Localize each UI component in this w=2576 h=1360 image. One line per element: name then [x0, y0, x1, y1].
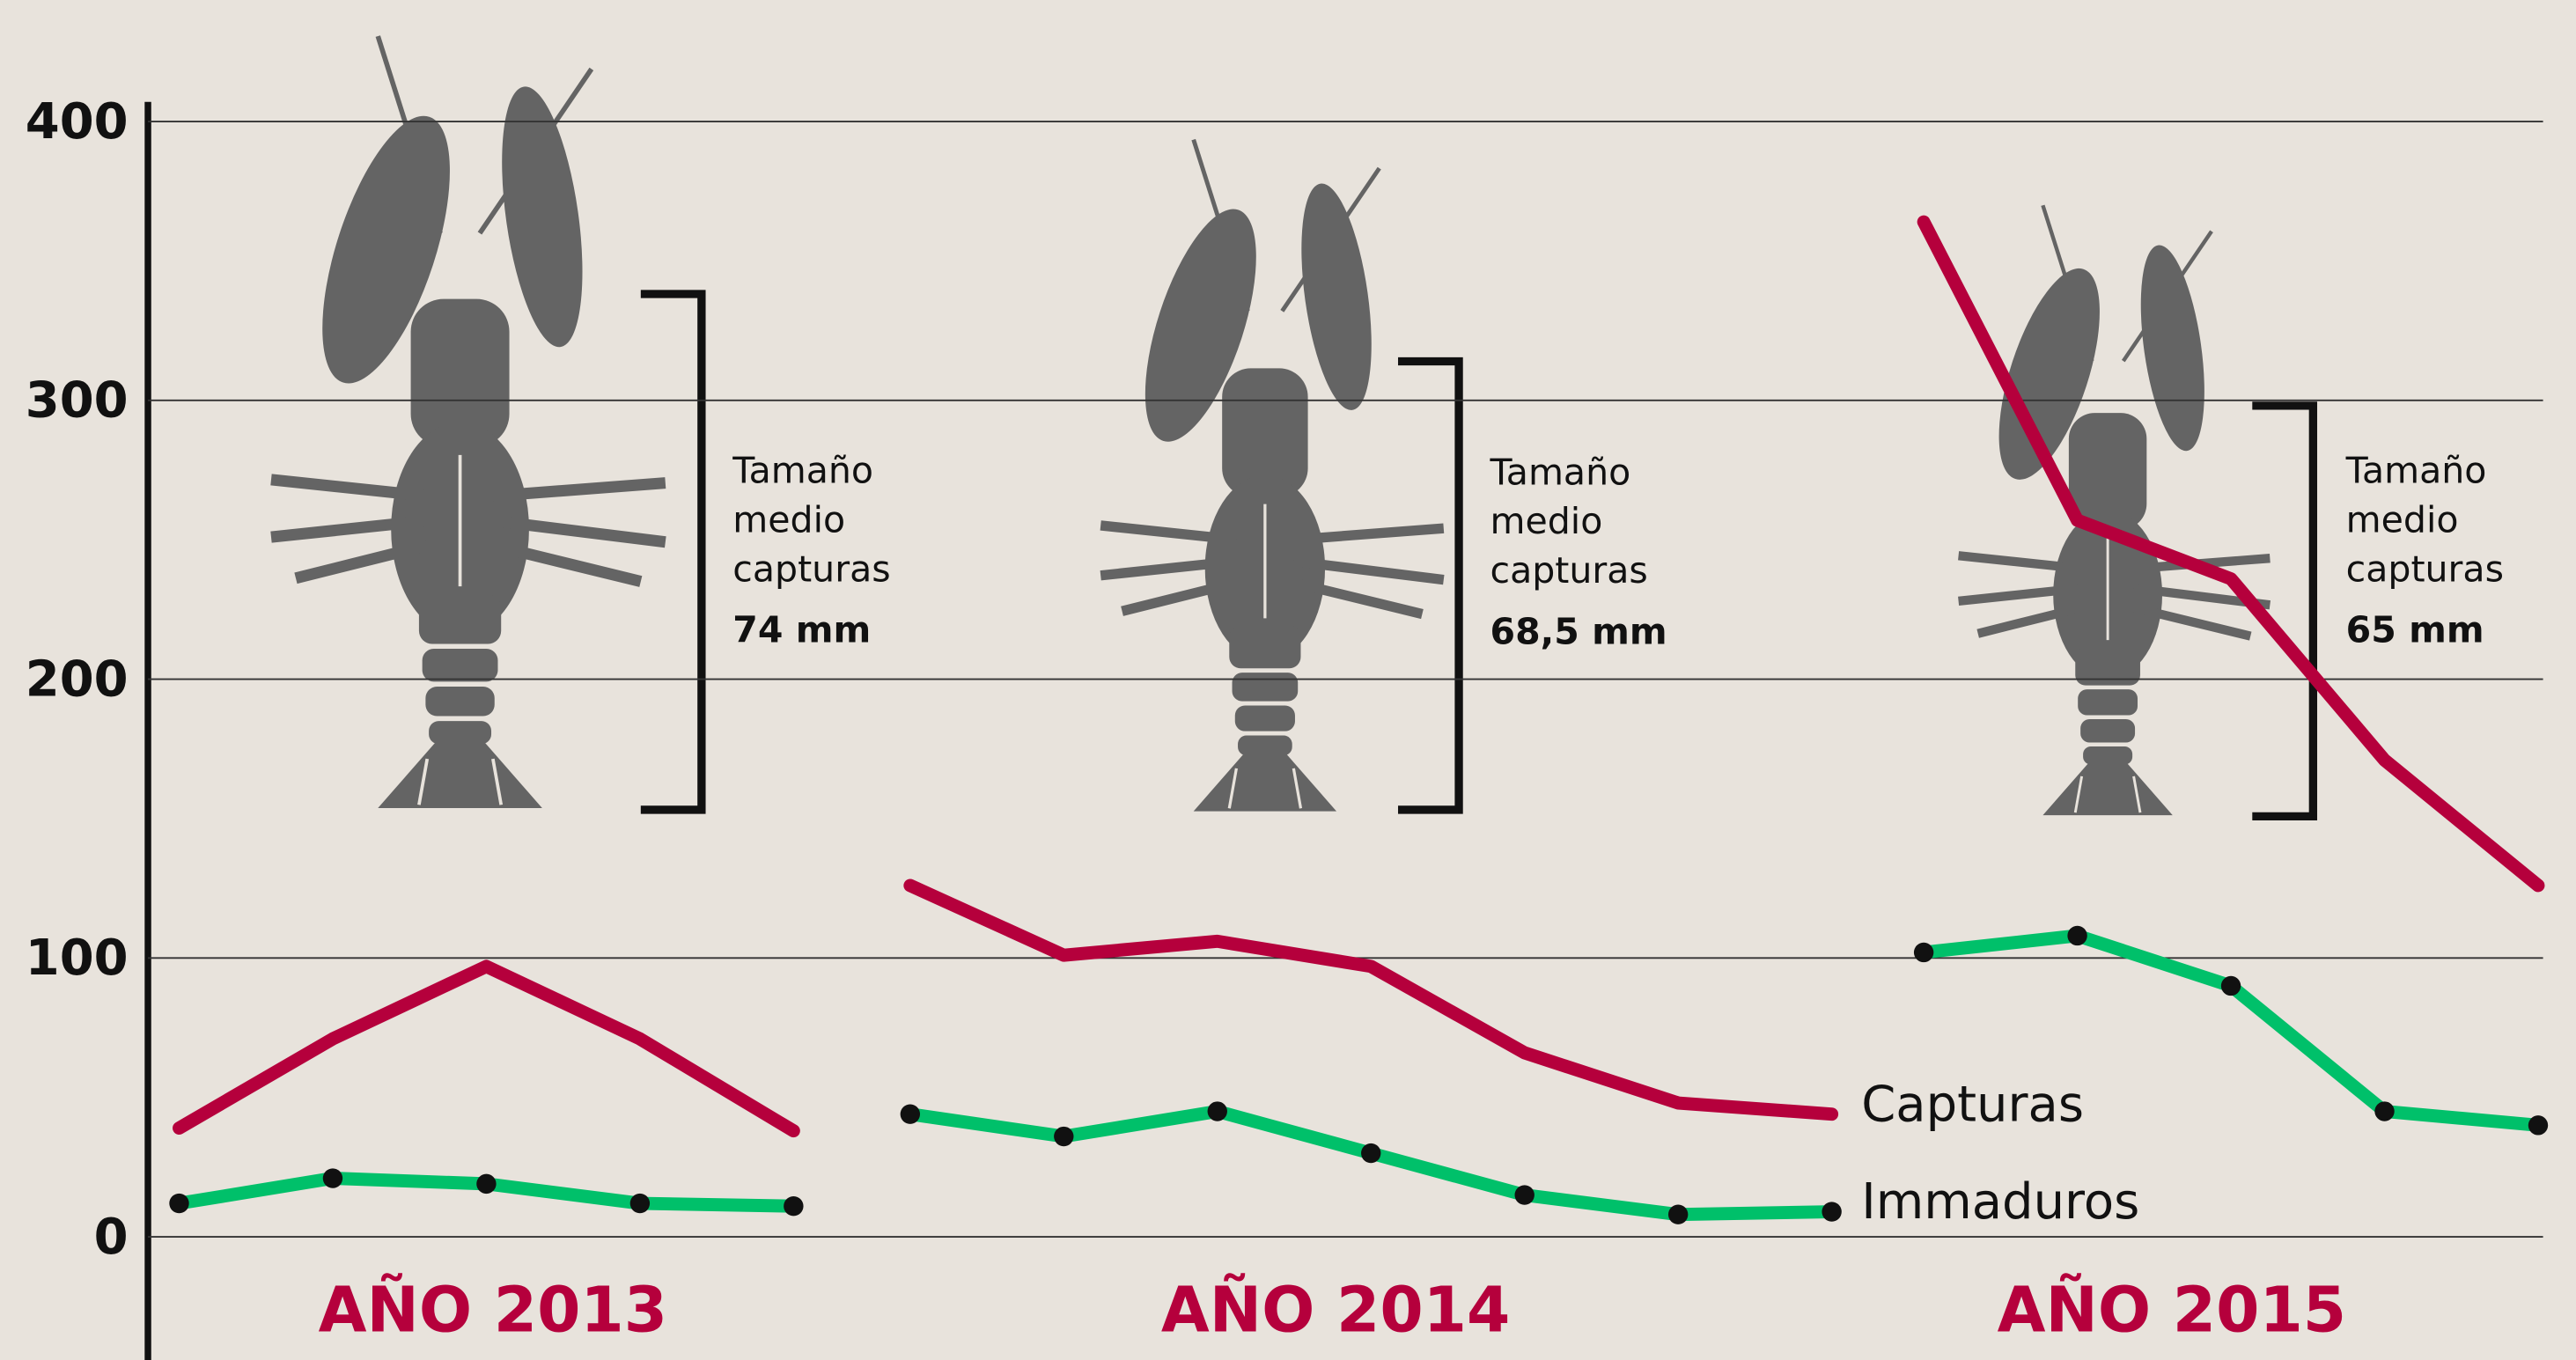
data-point [323, 1168, 342, 1187]
data-point [2067, 926, 2087, 945]
series-line [179, 967, 793, 1131]
data-point [1054, 1127, 1073, 1146]
size-value: 74 mm [732, 608, 871, 651]
y-tick-label: 200 [26, 651, 129, 708]
data-point [1668, 1205, 1688, 1224]
size-value: 68,5 mm [1490, 610, 1667, 652]
size-label: medio [1490, 500, 1603, 542]
data-point [2374, 1101, 2394, 1121]
size-value: 65 mm [2346, 608, 2484, 651]
panel-title: AÑO 2015 [1998, 1272, 2346, 1346]
crayfish-illustration [271, 36, 666, 808]
data-point [1822, 1202, 1841, 1221]
panel-title: AÑO 2013 [319, 1272, 667, 1346]
data-point [1208, 1101, 1227, 1121]
size-label: capturas [1490, 549, 1648, 592]
data-point [901, 1104, 920, 1123]
data-point [2221, 976, 2241, 996]
data-point [1361, 1143, 1380, 1163]
size-label: capturas [2346, 548, 2504, 590]
crayfish-illustration [1100, 140, 1444, 812]
data-point [476, 1174, 496, 1194]
legend-label: Immaduros [1861, 1173, 2139, 1231]
data-point [2528, 1115, 2548, 1135]
size-bracket [1398, 362, 1459, 810]
size-label: capturas [732, 548, 890, 590]
size-label: medio [2346, 498, 2459, 540]
y-tick-label: 0 [94, 1209, 129, 1266]
y-tick-label: 100 [26, 930, 129, 987]
page: 0 100 200 300 400 AÑO 2013 Tamaño medio capturas… [0, 0, 2576, 1360]
data-point [1515, 1185, 1535, 1204]
y-tick-label: 400 [26, 93, 129, 151]
data-point [630, 1194, 650, 1213]
crayfish-illustration [1959, 205, 2271, 815]
data-point [1914, 943, 1933, 962]
size-label: Tamaño [732, 449, 873, 491]
size-bracket [641, 294, 702, 810]
series-line [910, 886, 1832, 1114]
legend-label: Capturas [1861, 1076, 2084, 1133]
chart: 0 100 200 300 400 AÑO 2013 Tamaño medio capturas… [0, 0, 2576, 1360]
panel-title: AÑO 2014 [1161, 1272, 1510, 1346]
data-point [784, 1196, 803, 1216]
size-label: Tamaño [2345, 449, 2487, 491]
size-label: Tamaño [1490, 451, 1631, 493]
size-label: medio [732, 498, 845, 540]
data-point [169, 1194, 188, 1213]
y-tick-label: 300 [26, 372, 129, 430]
